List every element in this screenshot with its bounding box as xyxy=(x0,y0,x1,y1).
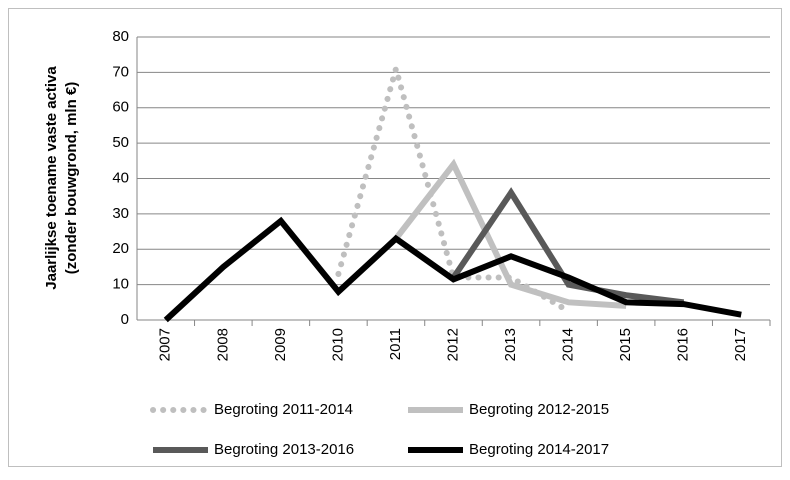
series-line xyxy=(451,187,685,306)
y-tick-label: 40 xyxy=(112,169,129,186)
y-tick-label: 50 xyxy=(112,134,129,151)
x-tick-label: 2012 xyxy=(444,328,461,361)
series-line xyxy=(163,216,742,323)
y-tick-label: 60 xyxy=(112,99,129,116)
x-tick-label: 2013 xyxy=(502,328,519,361)
x-tick-label: 2014 xyxy=(560,328,577,361)
y-tick-label: 0 xyxy=(121,311,129,328)
x-tick-label: 2007 xyxy=(157,328,174,361)
legend-label: Begroting 2014-2017 xyxy=(469,441,609,458)
y-tick-label: 80 xyxy=(112,28,129,45)
legend-label: Begroting 2011-2014 xyxy=(214,401,353,418)
y-tick-label: 30 xyxy=(112,205,129,222)
y-axis-title: (zonder bouwgrond, mln €) xyxy=(63,82,80,274)
y-axis-title: Jaarlijkse toename vaste activa xyxy=(43,66,60,290)
x-tick-label: 2009 xyxy=(272,328,289,361)
x-tick-label: 2017 xyxy=(732,328,749,361)
legend-label: Begroting 2012-2015 xyxy=(469,401,609,418)
x-tick-label: 2011 xyxy=(387,328,404,360)
series-line xyxy=(393,158,627,309)
y-tick-label: 20 xyxy=(112,240,129,257)
legend-label: Begroting 2013-2016 xyxy=(214,441,354,458)
x-tick-label: 2010 xyxy=(329,328,346,361)
y-tick-label: 70 xyxy=(112,63,129,80)
x-tick-label: 2008 xyxy=(214,328,231,361)
x-tick-label: 2016 xyxy=(675,328,692,361)
x-tick-label: 2015 xyxy=(617,328,634,361)
y-tick-label: 10 xyxy=(112,276,129,293)
series-line xyxy=(335,57,572,315)
